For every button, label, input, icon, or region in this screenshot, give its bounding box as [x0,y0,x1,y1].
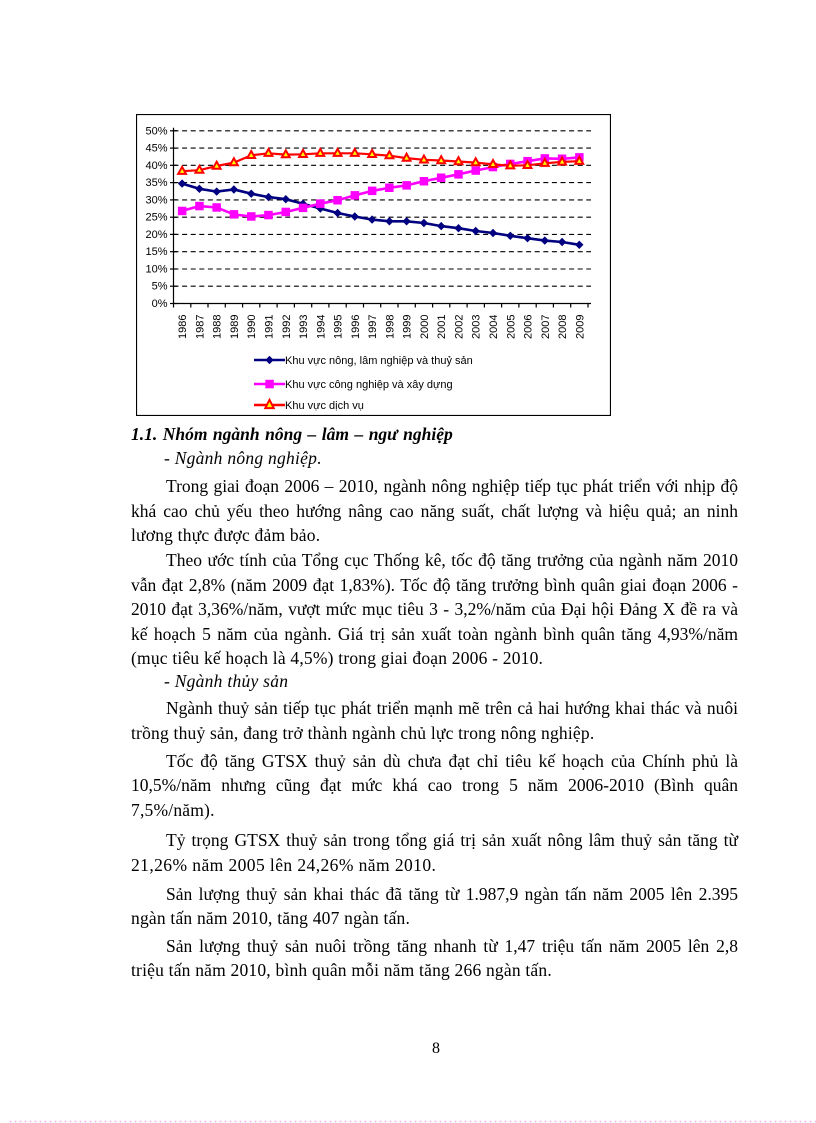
svg-text:15%: 15% [145,246,167,258]
svg-text:0%: 0% [152,298,168,310]
svg-text:1991: 1991 [264,315,276,339]
svg-text:2005: 2005 [505,315,517,339]
svg-text:2002: 2002 [454,315,466,339]
svg-text:1997: 1997 [367,315,379,339]
svg-text:35%: 35% [145,177,167,189]
svg-text:5%: 5% [152,281,168,293]
svg-text:Khu vực nông, lâm nghiệp và th: Khu vực nông, lâm nghiệp và thuỷ sản [285,355,473,367]
svg-text:2009: 2009 [574,315,586,339]
svg-text:1996: 1996 [350,315,362,339]
svg-text:1990: 1990 [246,315,258,339]
svg-text:Khu vực công nghiệp và xây dựn: Khu vực công nghiệp và xây dựng [285,379,453,391]
svg-text:1986: 1986 [177,315,189,339]
svg-text:40%: 40% [145,160,167,172]
svg-text:1989: 1989 [229,315,241,339]
svg-text:1995: 1995 [333,315,345,339]
svg-text:1993: 1993 [298,315,310,339]
svg-text:1987: 1987 [194,315,206,339]
svg-text:2004: 2004 [488,315,500,339]
svg-text:10%: 10% [145,264,167,276]
svg-text:1994: 1994 [315,315,327,339]
svg-text:30%: 30% [145,194,167,206]
svg-text:1992: 1992 [281,315,293,339]
svg-text:50%: 50% [145,125,167,137]
svg-text:45%: 45% [145,143,167,155]
svg-text:1999: 1999 [402,315,414,339]
svg-text:2008: 2008 [557,315,569,339]
svg-text:2003: 2003 [471,315,483,339]
svg-text:20%: 20% [145,229,167,241]
svg-text:2001: 2001 [436,315,448,339]
svg-text:2006: 2006 [523,315,535,339]
svg-text:2000: 2000 [419,315,431,339]
svg-text:1998: 1998 [384,315,396,339]
svg-text:Khu vực dịch vụ: Khu vực dịch vụ [285,400,364,412]
svg-text:25%: 25% [145,212,167,224]
svg-text:2007: 2007 [540,315,552,339]
svg-text:1988: 1988 [212,315,224,339]
